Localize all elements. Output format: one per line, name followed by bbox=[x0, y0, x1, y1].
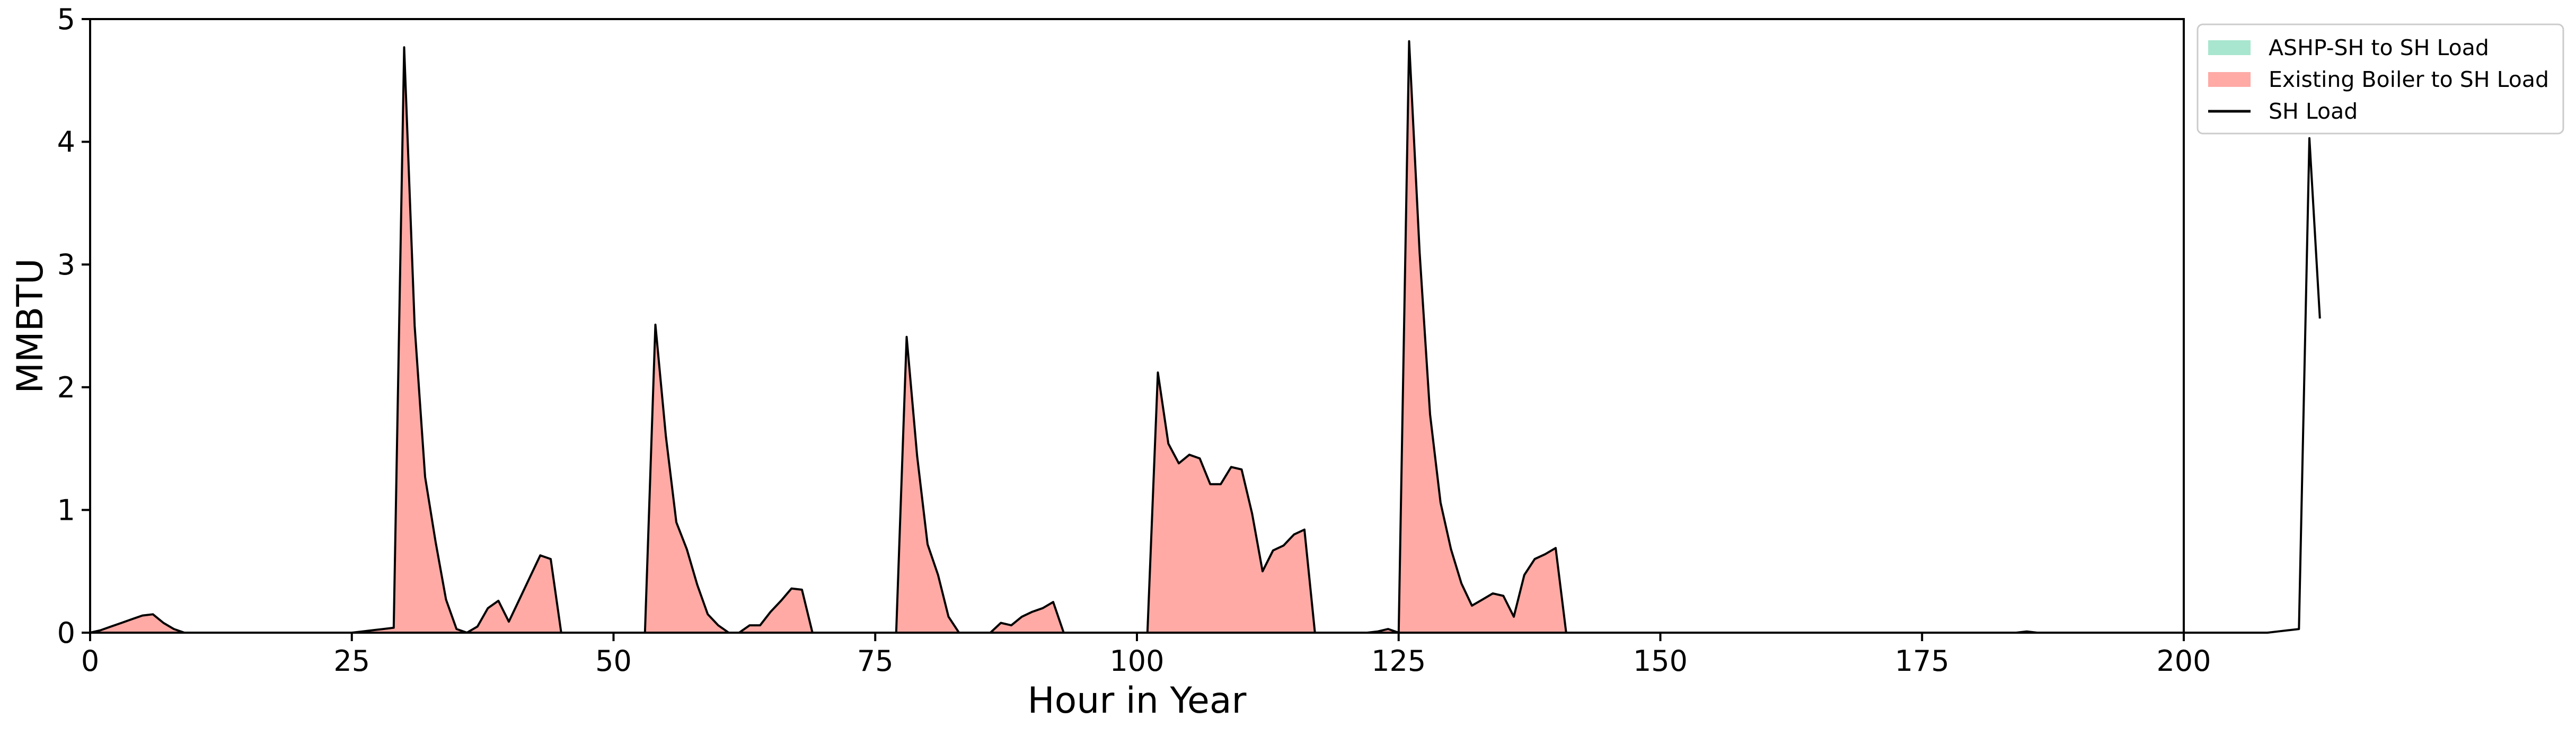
legend-label-boiler: Existing Boiler to SH Load bbox=[2269, 67, 2549, 92]
x-tick-label: 150 bbox=[1633, 644, 1688, 678]
y-tick-label: 1 bbox=[57, 493, 75, 527]
plot-area bbox=[89, 18, 2321, 634]
y-axis-label: MMBTU bbox=[10, 258, 51, 393]
x-tick-label: 50 bbox=[595, 644, 632, 678]
legend-label-ashp: ASHP-SH to SH Load bbox=[2269, 35, 2489, 60]
y-tick-label: 5 bbox=[57, 3, 75, 36]
legend-frame bbox=[2196, 23, 2564, 135]
x-tick-label: 0 bbox=[81, 644, 99, 678]
x-tick-label: 100 bbox=[1109, 644, 1164, 678]
legend: ASHP-SH to SH Load Existing Boiler to SH… bbox=[2196, 23, 2564, 135]
x-axis-label: Hour in Year bbox=[1028, 680, 1247, 722]
legend-swatch-boiler bbox=[2208, 72, 2251, 87]
x-tick-label: 125 bbox=[1371, 644, 1426, 678]
y-tick-label: 3 bbox=[57, 248, 75, 281]
x-tick-label: 200 bbox=[2156, 644, 2211, 678]
y-axis: 0 1 2 3 4 5 bbox=[57, 3, 90, 650]
x-tick-label: 75 bbox=[857, 644, 894, 678]
x-tick-label: 175 bbox=[1895, 644, 1949, 678]
y-tick-label: 4 bbox=[57, 126, 75, 159]
legend-swatch-ashp bbox=[2208, 40, 2251, 55]
x-axis: 0 25 50 75 100 125 150 175 200 bbox=[81, 633, 2211, 678]
legend-label-load: SH Load bbox=[2269, 99, 2358, 124]
x-tick-label: 25 bbox=[333, 644, 370, 678]
y-tick-label: 0 bbox=[57, 616, 75, 650]
y-tick-label: 2 bbox=[57, 371, 75, 404]
